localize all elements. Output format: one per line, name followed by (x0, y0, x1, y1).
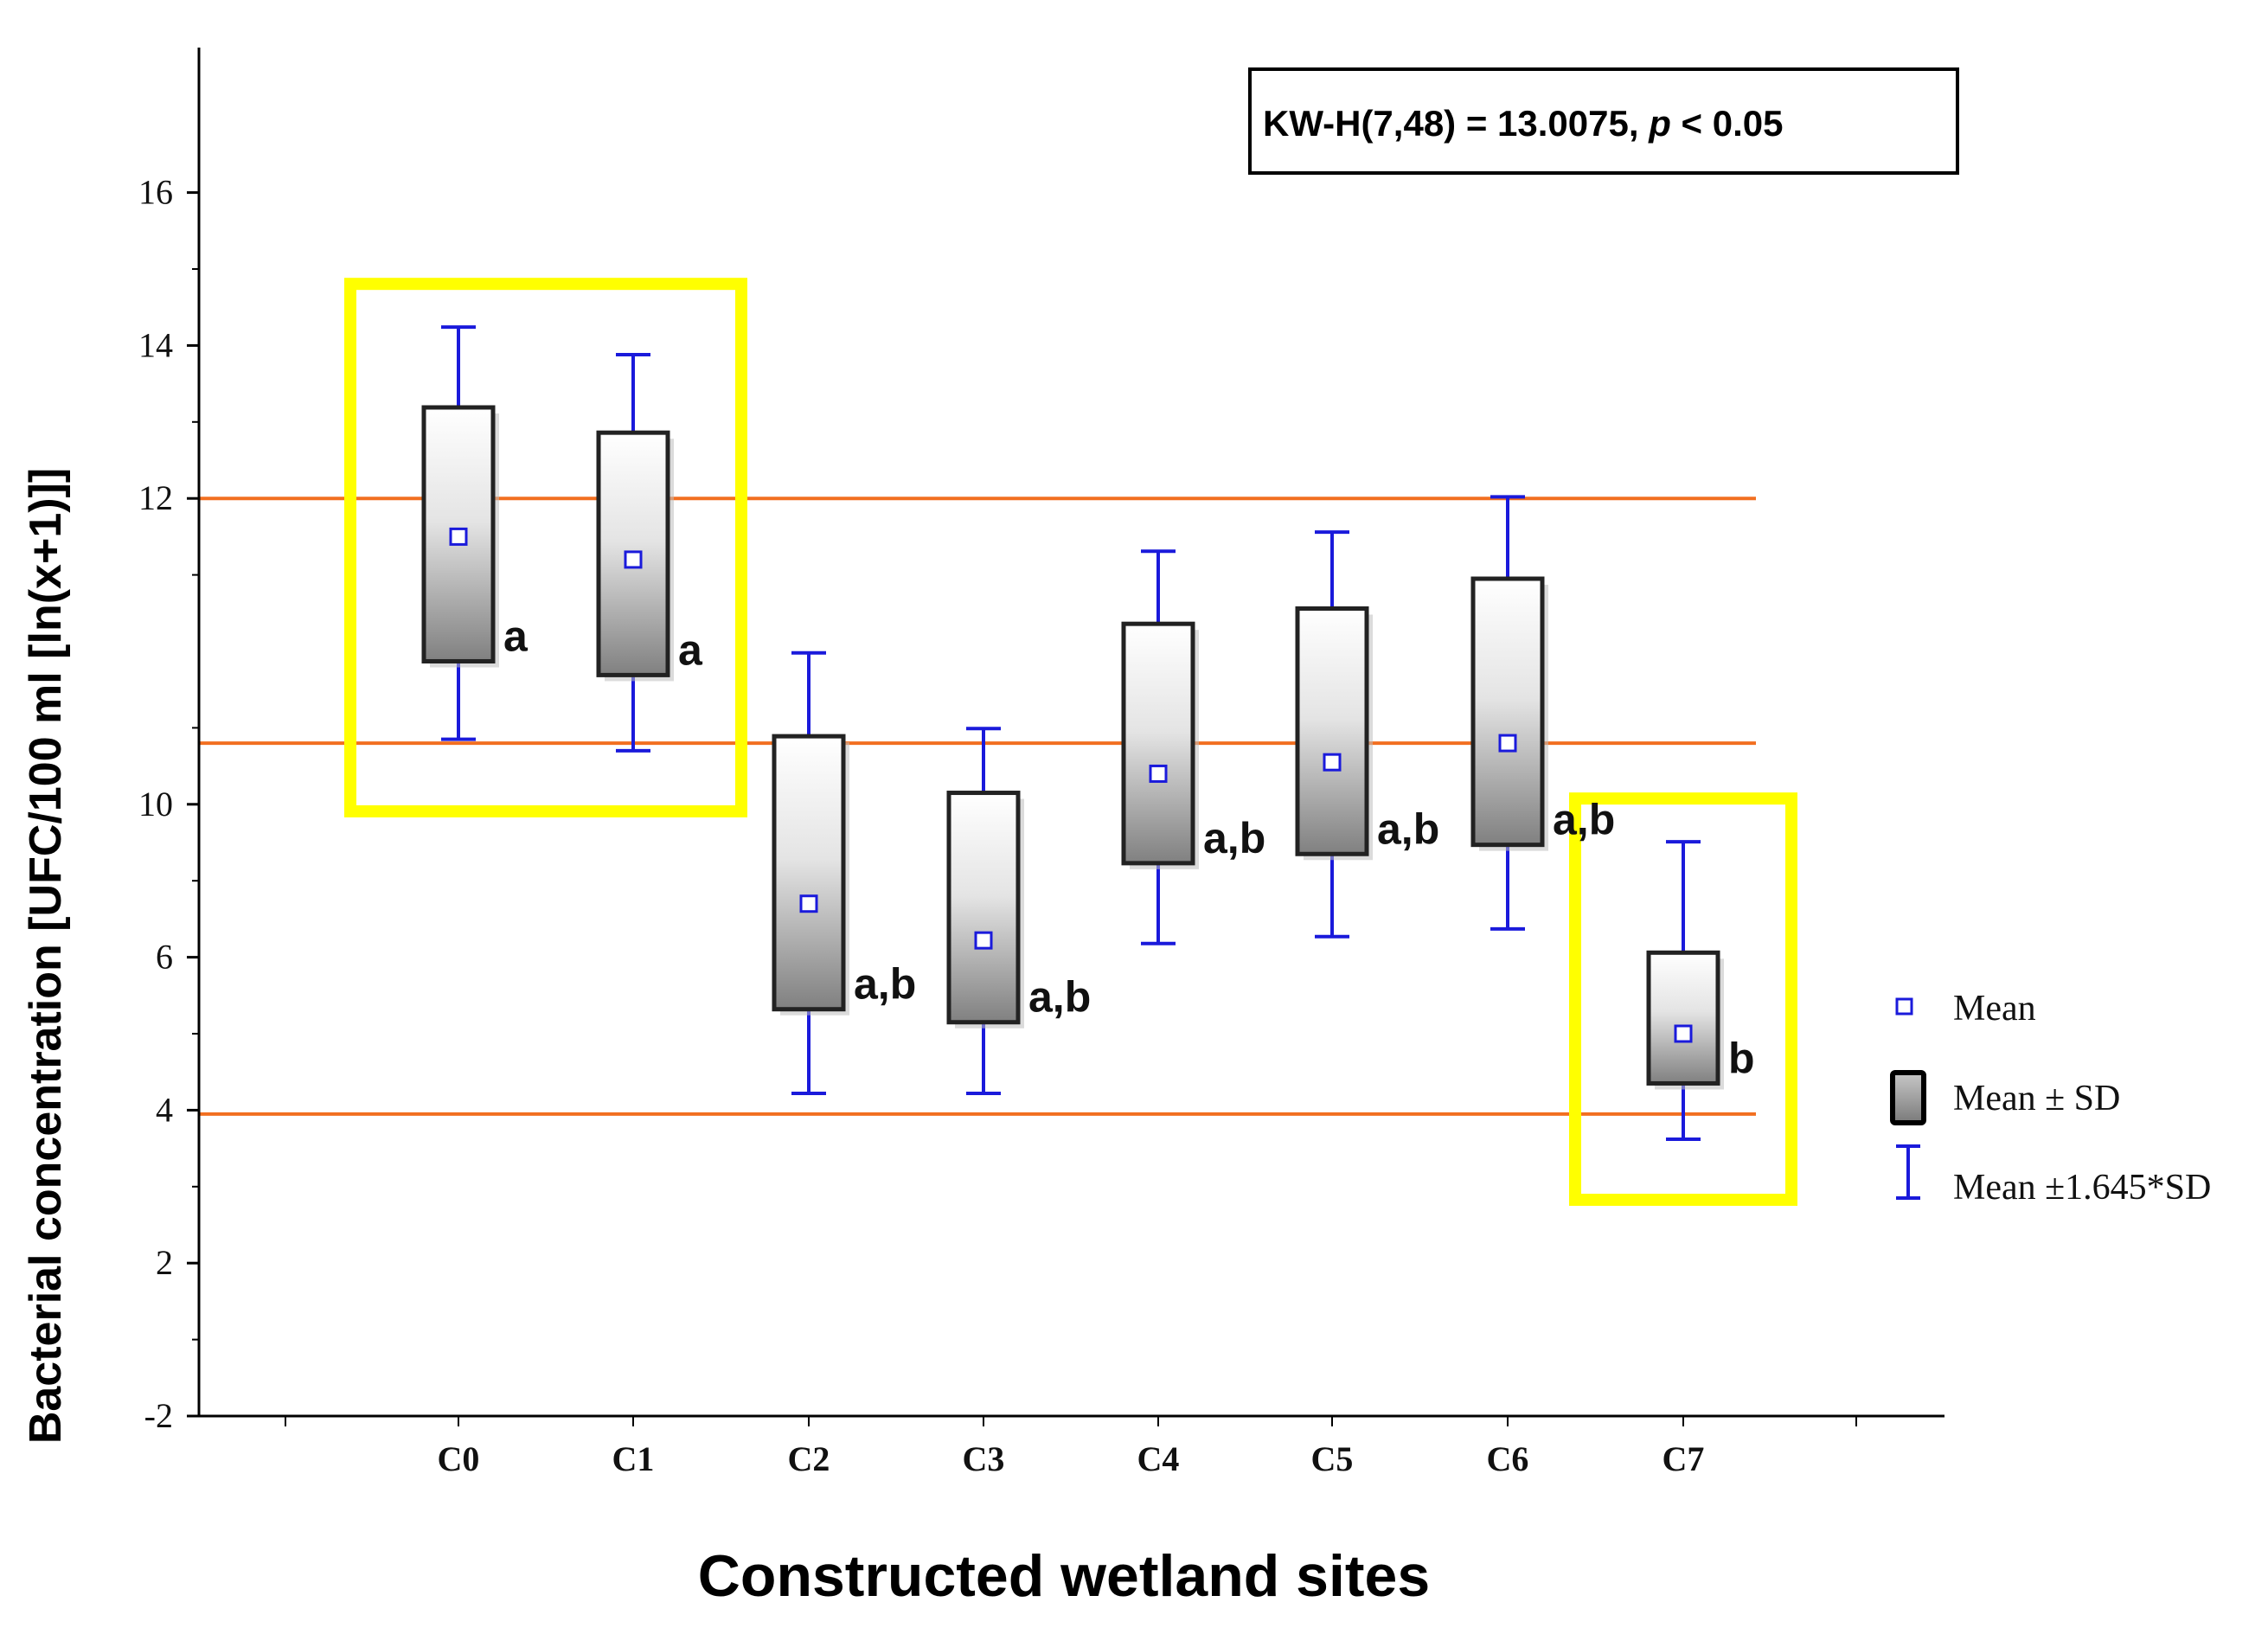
legend-mean-label: Mean (1953, 989, 2036, 1029)
sd-boxes (421, 405, 1724, 1090)
mean-marker (449, 527, 468, 546)
y-tick-label: 12 (138, 478, 173, 517)
sd-box (1121, 621, 1195, 866)
y-tick-label: 2 (156, 1243, 173, 1282)
mean-marker (1674, 1024, 1693, 1043)
group-label: a,b (854, 960, 916, 1009)
sd-box (421, 405, 496, 663)
annotation-p-symbol: p (1648, 103, 1671, 144)
x-category-label: C3 (963, 1439, 1005, 1478)
highlight-boxes (344, 278, 1797, 1206)
annotation-suffix: < 0.05 (1682, 103, 1784, 144)
kruskal-wallis-annotation: KW-H(7,48) = 13.0075, p < 0.05 (1248, 67, 1959, 175)
sd-box (946, 791, 1021, 1025)
mean-marker (1498, 734, 1517, 753)
group-label: a,b (1553, 796, 1615, 844)
group-label: b (1728, 1034, 1755, 1082)
legend: Mean Mean ± SD Mean ±1.645*SD (1890, 989, 2211, 1208)
group-labels: a a a,b a,b a,b a,b a,b b (503, 612, 1755, 1082)
group-label: a,b (1377, 804, 1439, 853)
group-label: a,b (1203, 814, 1265, 862)
legend-ci-swatch (1896, 1144, 1920, 1200)
mean-marker (799, 894, 818, 913)
mean-markers (449, 527, 1693, 1043)
legend-sd-label: Mean ± SD (1953, 1079, 2120, 1118)
axes (197, 48, 1944, 1418)
legend-mean-swatch (1895, 997, 1913, 1016)
x-ticks: C0 C1 C2 C3 C4 C5 C6 C7 (285, 1416, 1857, 1478)
x-category-label: C7 (1663, 1439, 1705, 1478)
y-tick-label: 14 (138, 325, 173, 364)
annotation-frame (1248, 67, 1959, 175)
annotation-prefix: KW-H(7,48) = 13.0075, (1263, 103, 1639, 144)
mean-marker (1323, 753, 1342, 772)
mean-marker (974, 931, 993, 950)
y-tick-label: 10 (138, 785, 173, 824)
x-category-label: C6 (1487, 1439, 1529, 1478)
sd-box (1470, 576, 1545, 848)
sd-box (1295, 606, 1369, 856)
x-category-label: C2 (788, 1439, 830, 1478)
y-tick-label: -2 (144, 1396, 173, 1435)
y-tick-label: 6 (156, 938, 173, 977)
legend-sd-swatch (1890, 1070, 1926, 1125)
highlight-box (1569, 792, 1797, 1206)
group-label: a (678, 625, 703, 674)
legend-ci-label: Mean ±1.645*SD (1953, 1168, 2211, 1208)
sd-box (1646, 950, 1720, 1086)
x-category-label: C0 (438, 1439, 480, 1478)
y-tick-label: 4 (156, 1090, 173, 1129)
mean-marker (624, 550, 643, 569)
y-ticks: -2 2 4 6 10 12 14 16 (138, 173, 199, 1435)
group-label: a,b (1028, 973, 1091, 1022)
x-category-label: C1 (612, 1439, 655, 1478)
x-category-label: C4 (1137, 1439, 1180, 1478)
highlight-box (344, 278, 747, 817)
mean-marker (1149, 764, 1168, 783)
annotation-text: KW-H(7,48) = 13.0075, p < 0.05 (1263, 103, 1783, 144)
y-axis-title: Bacterial concentration [UFC/100 ml [ln(… (21, 468, 71, 1444)
y-tick-label: 16 (138, 173, 173, 212)
sd-box (772, 734, 846, 1012)
x-category-label: C5 (1311, 1439, 1354, 1478)
x-axis-title: Constructed wetland sites (698, 1543, 1430, 1609)
group-label: a (503, 612, 529, 660)
